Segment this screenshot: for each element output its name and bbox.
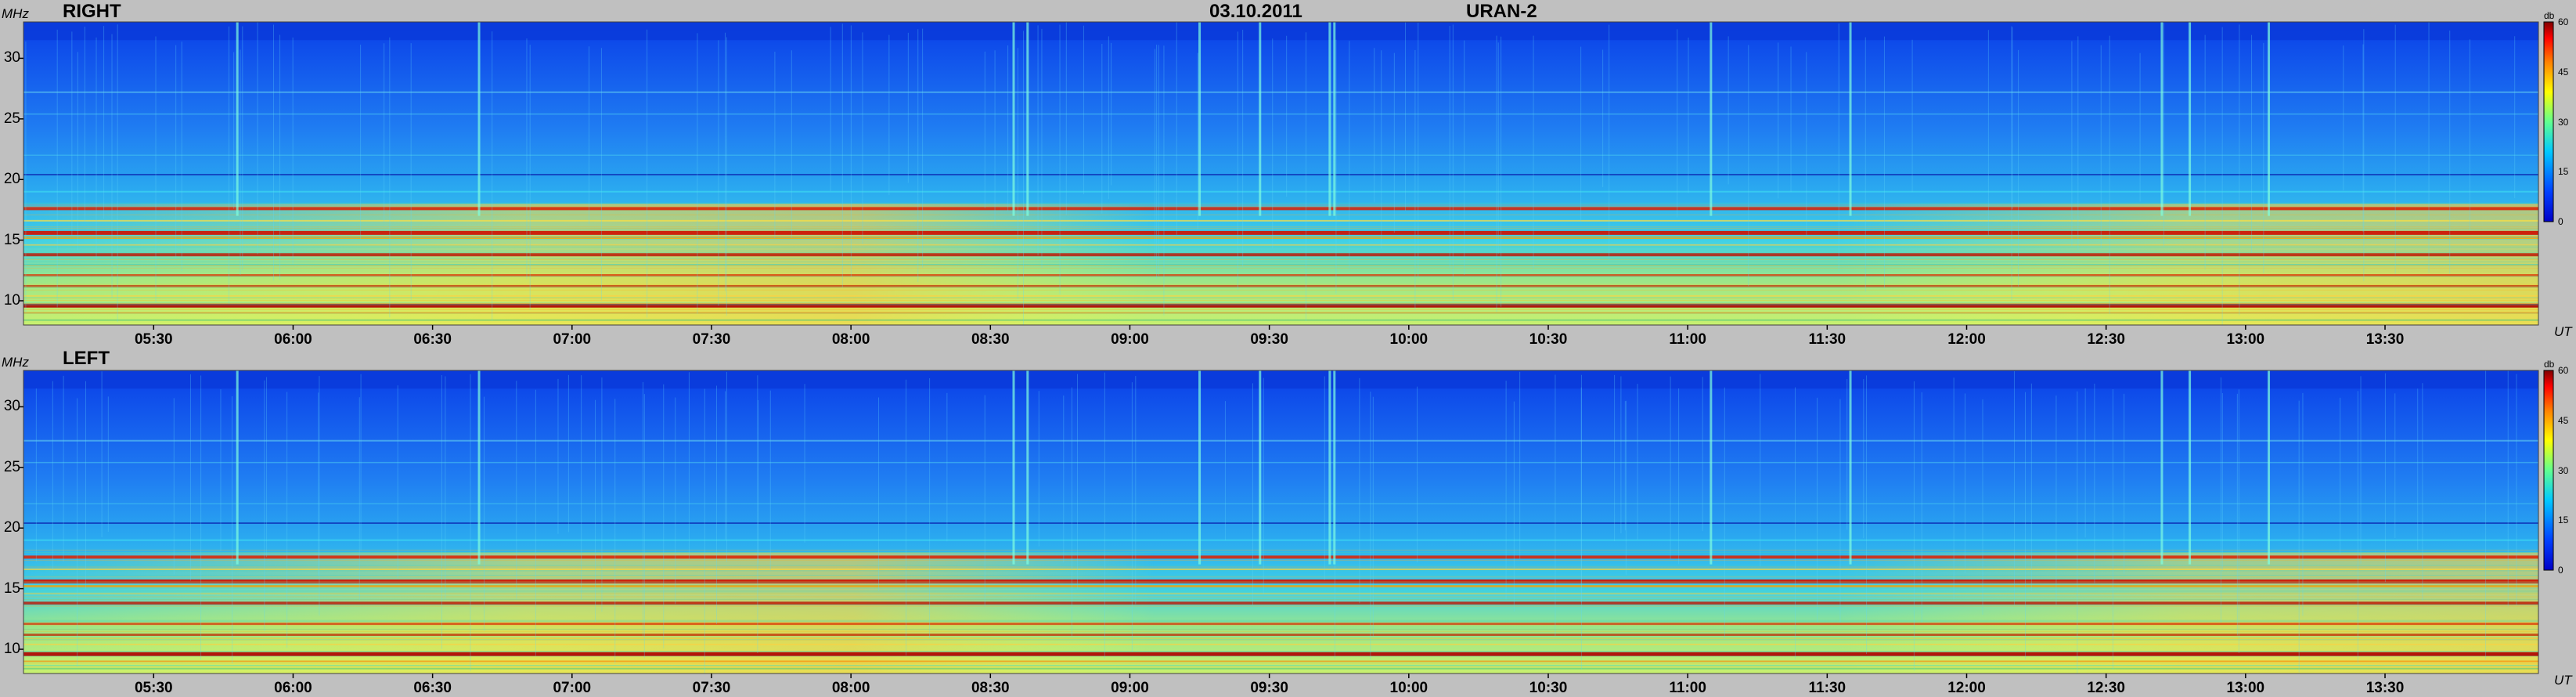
top-band — [23, 22, 2538, 41]
x-tick-label: 12:00 — [1947, 331, 1986, 348]
colorbar-tick-label: 0 — [2558, 565, 2563, 576]
date-label: 03.10.2011 — [1209, 1, 1302, 22]
x-tick-label: 13:00 — [2226, 680, 2265, 696]
x-tick-label: 06:00 — [274, 331, 312, 348]
colorbar-tick-label: 30 — [2558, 116, 2569, 128]
x-tick-label: 08:30 — [971, 331, 1010, 348]
right-x-unit: UT — [2554, 324, 2572, 339]
colorbar-unit: db — [2544, 359, 2555, 370]
x-tick-label: 10:30 — [1529, 331, 1568, 348]
y-tick-label: 30 — [3, 49, 20, 67]
colorbar — [2543, 21, 2554, 222]
x-tick-label: 11:00 — [1669, 680, 1706, 696]
x-tick-label: 07:30 — [692, 680, 731, 696]
colorbar-unit: db — [2544, 10, 2555, 21]
colorbar-tick-label: 45 — [2558, 414, 2569, 426]
colorbar-tick-label: 60 — [2558, 365, 2569, 376]
x-tick-label: 08:30 — [971, 680, 1010, 696]
x-tick-label: 11:00 — [1669, 331, 1706, 348]
y-tick-label: 25 — [3, 110, 20, 127]
x-tick-label: 05:30 — [134, 331, 173, 348]
x-tick-label: 06:00 — [274, 680, 312, 696]
instrument-label: URAN-2 — [1466, 1, 1537, 22]
x-tick-label: 07:00 — [553, 331, 592, 348]
colorbar-tick-label: 60 — [2558, 16, 2569, 27]
x-tick-label: 12:00 — [1947, 680, 1986, 696]
x-tick-label: 10:30 — [1529, 680, 1568, 696]
x-tick-label: 09:00 — [1111, 680, 1149, 696]
x-tick-label: 09:30 — [1250, 680, 1288, 696]
x-tick-label: 09:30 — [1250, 331, 1288, 348]
y-tick-label: 10 — [3, 292, 20, 309]
x-tick-label: 09:00 — [1111, 331, 1149, 348]
plot-frame — [23, 21, 2539, 326]
x-tick-label: 08:00 — [831, 331, 870, 348]
plot-frame — [23, 370, 2539, 674]
x-tick-label: 13:00 — [2226, 331, 2265, 348]
y-tick-label: 15 — [3, 231, 20, 248]
x-tick-label: 06:30 — [413, 331, 452, 348]
colorbar-tick-label: 0 — [2558, 216, 2563, 227]
colorbar-tick-label: 45 — [2558, 66, 2569, 78]
x-tick-label: 08:00 — [831, 680, 870, 696]
x-tick-label: 12:30 — [2087, 331, 2125, 348]
y-tick-label: 10 — [3, 641, 20, 658]
colorbar-tick-label: 15 — [2558, 515, 2569, 526]
x-tick-label: 06:30 — [413, 680, 452, 696]
y-tick-label: 30 — [3, 398, 20, 415]
left-x-unit: UT — [2554, 673, 2572, 688]
left-panel-title: LEFT — [63, 348, 110, 369]
x-tick-label: 13:30 — [2365, 331, 2405, 348]
x-tick-label: 07:00 — [553, 680, 592, 696]
colorbar-tick-label: 15 — [2558, 166, 2569, 178]
spectrogram-panel-right — [19, 21, 2554, 330]
x-tick-label: 13:30 — [2365, 680, 2405, 696]
x-tick-label: 10:00 — [1389, 331, 1429, 348]
x-tick-label: 10:00 — [1389, 680, 1429, 696]
spectrogram-panel-left — [19, 370, 2554, 678]
y-tick-label: 20 — [3, 171, 20, 188]
x-tick-label: 07:30 — [692, 331, 731, 348]
x-tick-label: 05:30 — [134, 680, 173, 696]
top-band — [23, 370, 2538, 389]
right-panel-title: RIGHT — [63, 1, 121, 22]
x-tick-label: 11:30 — [1808, 331, 1846, 348]
y-tick-label: 15 — [3, 580, 20, 597]
y-tick-label: 20 — [3, 519, 20, 536]
x-tick-label: 12:30 — [2087, 680, 2125, 696]
right-y-unit: MHz — [2, 6, 29, 21]
colorbar — [2543, 370, 2554, 571]
colorbar-tick-label: 30 — [2558, 464, 2569, 476]
y-tick-label: 25 — [3, 458, 20, 475]
left-y-unit: MHz — [2, 355, 29, 370]
x-tick-label: 11:30 — [1808, 680, 1846, 696]
